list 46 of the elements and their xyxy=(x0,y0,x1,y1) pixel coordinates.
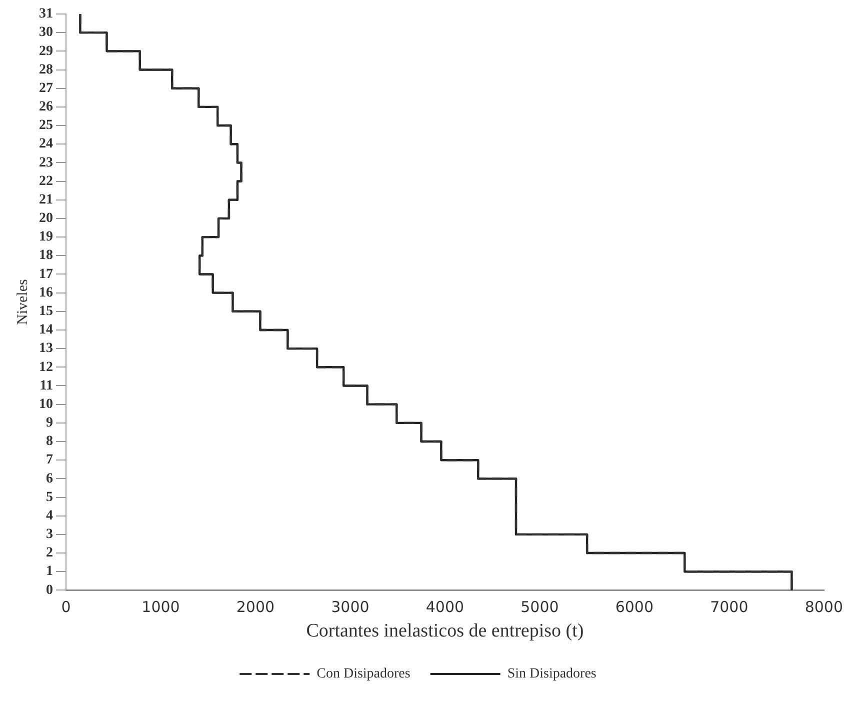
x-axis-title: Cortantes inelasticos de entrepiso (t) xyxy=(306,620,584,642)
legend-label: Sin Disipadores xyxy=(507,666,596,682)
y-tick-label: 7 xyxy=(46,452,53,468)
y-tick-label: 16 xyxy=(39,285,53,300)
y-tick-label: 28 xyxy=(39,62,53,78)
y-tick-label: 10 xyxy=(39,396,53,412)
y-tick-label: 2 xyxy=(46,546,53,561)
y-tick-label: 13 xyxy=(39,341,53,356)
y-tick-label: 0 xyxy=(46,582,53,598)
y-tick-label: 21 xyxy=(39,192,53,208)
x-tick-label: 7000 xyxy=(710,598,748,616)
y-tick-label: 29 xyxy=(39,44,53,59)
y-tick-label: 11 xyxy=(40,378,53,394)
y-tick-label: 31 xyxy=(39,6,53,22)
y-tick-label: 8 xyxy=(46,434,53,450)
y-axis-title: Niveles xyxy=(14,279,31,326)
y-tick-label: 12 xyxy=(39,360,53,375)
y-tick-label: 3 xyxy=(46,527,53,542)
y-tick-label: 23 xyxy=(39,155,53,170)
y-tick-label: 17 xyxy=(39,266,53,282)
y-tick-label: 9 xyxy=(46,416,53,431)
line-series xyxy=(79,14,793,590)
y-tick-label: 5 xyxy=(46,490,53,505)
x-tick-label: 8000 xyxy=(804,598,844,616)
x-tick-label: 1000 xyxy=(142,598,180,616)
x-tick-label: 6000 xyxy=(615,598,654,616)
y-tick-label: 27 xyxy=(39,80,53,96)
y-tick-label: 6 xyxy=(46,471,53,486)
y-tick-label: 1 xyxy=(46,564,53,580)
y-tick-label: 15 xyxy=(39,304,53,320)
y-tick-label: 18 xyxy=(39,248,53,264)
x-tick-label: 3000 xyxy=(331,598,370,616)
y-tick-label: 19 xyxy=(39,230,53,245)
y-tick-label: 22 xyxy=(39,174,53,189)
x-tick-label: 4000 xyxy=(426,598,464,616)
x-tick-label: 0 xyxy=(61,598,71,616)
y-tick-label: 4 xyxy=(46,508,53,524)
legend-label: Con Disipadores xyxy=(316,666,410,682)
y-tick-label: 20 xyxy=(39,211,53,226)
y-tick-label: 30 xyxy=(39,25,53,40)
x-tick-label: 2000 xyxy=(236,598,275,616)
y-tick-label: 26 xyxy=(39,100,53,115)
y-tick-label: 14 xyxy=(39,322,53,338)
y-tick-label: 25 xyxy=(39,118,53,134)
y-tick-label: 24 xyxy=(39,136,53,152)
x-tick-label: 5000 xyxy=(520,598,559,616)
